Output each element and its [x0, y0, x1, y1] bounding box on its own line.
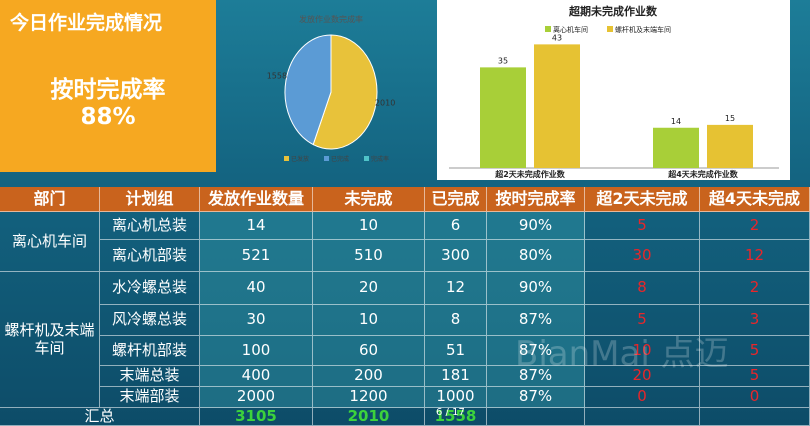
data-cell: 2 [700, 272, 810, 305]
pie-title: 发放作业数完成率 [299, 14, 363, 24]
total-empty [585, 408, 700, 426]
data-cell: 20 [585, 366, 700, 387]
summary-panel: 今日作业完成情况 按时完成率 88% [0, 0, 216, 172]
total-empty [700, 408, 810, 426]
data-cell: 400 [200, 366, 313, 387]
data-cell: 8 [425, 305, 487, 336]
header-cell: 已完成 [425, 187, 487, 212]
bar-value-label: 15 [725, 114, 735, 123]
data-cell: 87% [487, 305, 585, 336]
data-cell: 0 [700, 387, 810, 408]
x-tick-label: 超2天未完成作业数 [494, 169, 566, 179]
department-cell: 离心机车间 [0, 212, 100, 272]
data-cell: 8 [585, 272, 700, 305]
legend-label: 已发放 [291, 155, 309, 163]
data-cell: 1200 [313, 387, 425, 408]
bar-value-label: 43 [552, 33, 562, 42]
data-cell: 2000 [200, 387, 313, 408]
data-cell: 30 [585, 240, 700, 272]
bar-chart-box: 超期未完成作业数 离心机车间 35 14 螺杆机及末端车间 43 15 超2天未完成作业数 超… [437, 0, 790, 180]
data-cell: 30 [200, 305, 313, 336]
data-cell: 0 [585, 387, 700, 408]
header-cell: 超2天未完成 [585, 187, 700, 212]
bar-value-label: 35 [498, 56, 508, 65]
data-cell: 2 [700, 212, 810, 240]
department-cell: 螺杆机及末端车间 [0, 272, 100, 408]
legend-label: 已完成 [331, 155, 349, 163]
plan-group-cell: 末端总装 [100, 366, 200, 387]
legend-swatch [284, 156, 289, 161]
plan-group-cell: 水冷螺总装 [100, 272, 200, 305]
watermark: BianMai 点迈 [515, 334, 729, 374]
total-value: 2010 [313, 407, 425, 426]
pie-slice [284, 34, 332, 146]
data-cell: 12 [425, 272, 487, 305]
legend-swatch [607, 26, 613, 32]
pie-label: 2010 [375, 99, 395, 108]
data-cell: 200 [313, 366, 425, 387]
header-cell: 按时完成率 [487, 187, 585, 212]
legend-swatch [324, 156, 329, 161]
total-empty [487, 408, 585, 426]
data-cell: 80% [487, 240, 585, 272]
data-cell: 6 [425, 212, 487, 240]
total-label: 汇总 [0, 407, 200, 426]
header-cell: 计划组 [100, 187, 200, 212]
data-cell: 181 [425, 366, 487, 387]
data-cell: 300 [425, 240, 487, 272]
pie-chart: 发放作业数完成率 2010 1558 已发放 已完成 完成率 [267, 14, 396, 163]
bar [480, 67, 526, 168]
plan-group-cell: 离心机总装 [100, 212, 200, 240]
data-cell: 20 [313, 272, 425, 305]
data-cell: 60 [313, 336, 425, 366]
header-cell: 部门 [0, 187, 100, 212]
data-cell: 14 [200, 212, 313, 240]
data-cell: 5 [585, 305, 700, 336]
legend-label: 完成率 [371, 155, 389, 163]
panel-title: 今日作业完成情况 [10, 12, 163, 34]
data-cell: 10 [313, 305, 425, 336]
plan-group-cell: 螺杆机部装 [100, 336, 200, 366]
bar [534, 44, 580, 168]
data-cell: 51 [425, 336, 487, 366]
header-cell: 超4天未完成 [700, 187, 810, 212]
legend-label: 螺杆机及末端车间 [615, 25, 671, 34]
bar-value-label: 14 [671, 117, 681, 126]
data-cell: 87% [487, 366, 585, 387]
data-cell: 10 [313, 212, 425, 240]
rate-label: 按时完成率 [50, 77, 166, 103]
header-cell: 未完成 [313, 187, 425, 212]
plan-group-cell: 离心机部装 [100, 240, 200, 272]
data-cell: 87% [487, 336, 585, 366]
page-indicator: 6 / 17 [436, 407, 465, 418]
data-cell: 1000 [425, 387, 487, 408]
x-tick-label: 超4天未完成作业数 [667, 169, 739, 179]
legend-swatch [364, 156, 369, 161]
bar-chart: 超期未完成作业数 离心机车间 35 14 螺杆机及末端车间 43 15 超2天未完成作业数 超… [449, 4, 779, 179]
plan-group-cell: 末端部装 [100, 387, 200, 408]
bar [653, 127, 699, 168]
data-cell: 100 [200, 336, 313, 366]
data-cell: 10 [585, 336, 700, 366]
data-cell: 510 [313, 240, 425, 272]
data-cell: 90% [487, 272, 585, 305]
data-cell: 90% [487, 212, 585, 240]
legend-label: 离心机车间 [553, 25, 588, 34]
legend-swatch [545, 26, 551, 32]
header-cell: 发放作业数量 [200, 187, 313, 212]
pie-slice [312, 34, 378, 150]
data-cell: 5 [585, 212, 700, 240]
pie-label: 1558 [267, 71, 287, 80]
bar [707, 124, 753, 168]
bar-title: 超期未完成作业数 [568, 4, 658, 18]
rate-value: 88% [80, 104, 136, 130]
table: 部门 计划组 发放作业数量 未完成 已完成 按时完成率 超2天未完成 超4天未完成 离心机总装 1… [0, 187, 810, 426]
plan-group-cell: 风冷螺总装 [100, 305, 200, 336]
data-cell: 521 [200, 240, 313, 272]
total-value: 3105 [200, 407, 313, 426]
data-cell: 12 [700, 240, 810, 272]
data-cell: 87% [487, 387, 585, 408]
data-cell: 40 [200, 272, 313, 305]
